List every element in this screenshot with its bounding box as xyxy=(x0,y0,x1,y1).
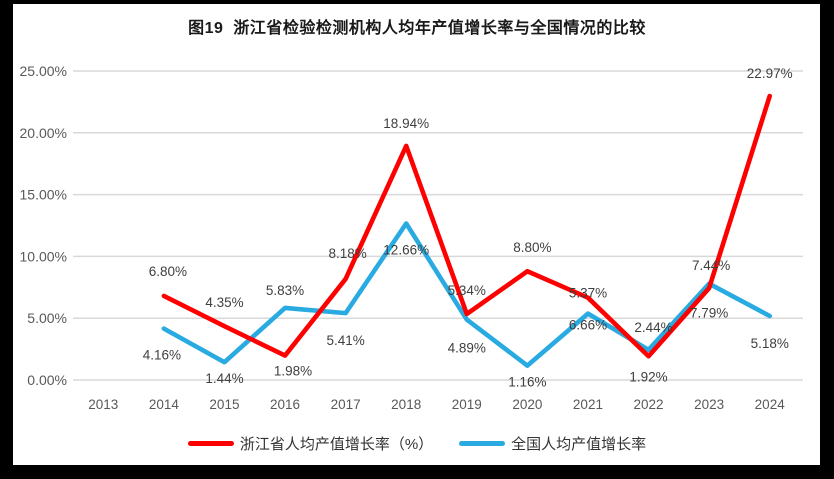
x-axis-tick-label: 2015 xyxy=(209,397,239,412)
data-label: 4.35% xyxy=(205,295,243,310)
data-label: 2.44% xyxy=(634,320,672,335)
series-line-1 xyxy=(161,221,773,368)
data-label: 1.92% xyxy=(629,369,667,384)
y-axis-tick-label: 0.00% xyxy=(27,372,67,388)
y-axis-tick-label: 15.00% xyxy=(20,187,67,203)
data-label: 6.66% xyxy=(569,318,607,333)
y-axis-tick-label: 5.00% xyxy=(27,310,67,326)
data-label: 4.16% xyxy=(143,348,181,363)
data-label: 5.18% xyxy=(751,336,789,351)
x-axis-tick-label: 2021 xyxy=(573,397,603,412)
chart-title: 图19 浙江省检验检测机构人均年产值增长率与全国情况的比较 xyxy=(188,20,646,37)
zhejiang-line-swatch xyxy=(187,441,234,446)
data-label: 6.80% xyxy=(149,264,187,279)
y-axis-tick-label: 20.00% xyxy=(20,125,67,141)
data-label: 7.79% xyxy=(690,306,728,321)
chart-legend: 浙江省人均产值增长率（%） 全国人均产值增长率 xyxy=(0,433,834,454)
data-label: 18.94% xyxy=(383,116,429,131)
national-line-swatch xyxy=(459,441,506,446)
x-axis-tick-label: 2018 xyxy=(391,397,421,412)
x-axis-tick-label: 2020 xyxy=(512,397,542,412)
y-axis-tick-label: 10.00% xyxy=(20,248,67,264)
data-label: 1.44% xyxy=(205,371,243,386)
x-axis-tick-label: 2022 xyxy=(634,397,664,412)
x-axis-tick-label: 2013 xyxy=(88,397,118,412)
data-label: 5.37% xyxy=(569,286,607,301)
x-axis-tick-label: 2017 xyxy=(331,397,361,412)
data-label: 12.66% xyxy=(383,243,429,258)
data-label: 8.80% xyxy=(513,240,551,255)
x-axis-tick-label: 2016 xyxy=(270,397,300,412)
legend-item-national: 全国人均产值增长率 xyxy=(459,433,646,454)
data-label: 1.98% xyxy=(274,364,312,379)
data-label: 8.18% xyxy=(328,246,366,261)
data-label: 5.83% xyxy=(266,283,304,298)
line-chart-plot: 0.00% 5.00% 10.00% 15.00% 20.00% 25.00% 2013 20… xyxy=(20,63,803,412)
legend-label-national: 全国人均产值增长率 xyxy=(511,436,647,453)
data-label: 5.34% xyxy=(448,283,486,298)
data-label: 22.97% xyxy=(747,66,793,81)
legend-label-zhejiang: 浙江省人均产值增长率（%） xyxy=(239,436,434,453)
data-label: 7.44% xyxy=(692,258,730,273)
series-line-0 xyxy=(161,93,773,359)
y-axis-tick-label: 25.00% xyxy=(20,63,67,79)
x-axis-tick-label: 2014 xyxy=(149,397,180,412)
x-axis-tick-label: 2024 xyxy=(755,397,786,412)
data-label: 1.16% xyxy=(508,375,546,390)
x-axis-tick-label: 2023 xyxy=(694,397,724,412)
data-label: 5.41% xyxy=(326,333,364,348)
legend-item-zhejiang: 浙江省人均产值增长率（%） xyxy=(187,433,434,454)
x-axis-tick-label: 2019 xyxy=(452,397,482,412)
data-label: 4.89% xyxy=(448,341,486,356)
